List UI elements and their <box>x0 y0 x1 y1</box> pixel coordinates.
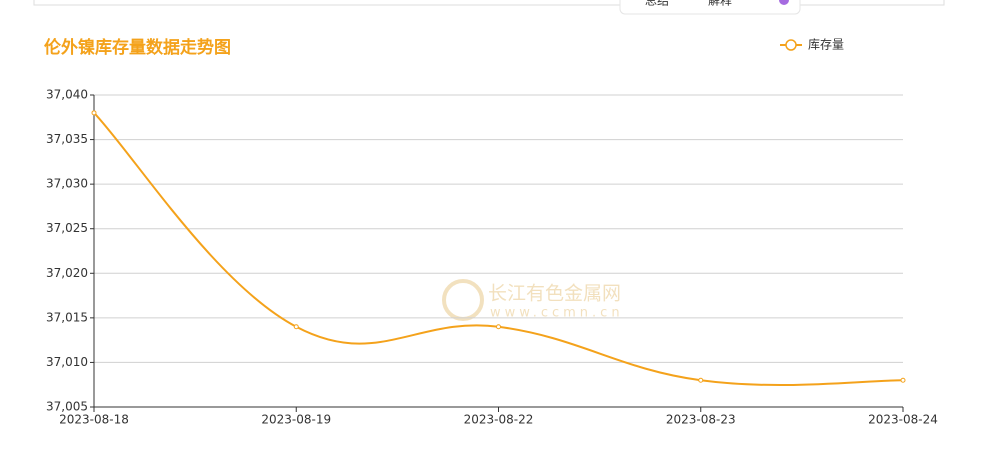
point <box>900 377 906 383</box>
toolbar-item[interactable]: 解释 <box>708 0 732 8</box>
toolbar: 总结 解释 <box>619 0 801 15</box>
x-tick-label: 2023-08-23 <box>666 413 736 427</box>
series-line <box>93 112 904 387</box>
y-tick-label: 37,015 <box>46 310 88 324</box>
toolbar-icon[interactable] <box>779 0 789 5</box>
watermark-logo <box>442 279 484 321</box>
y-tick-label: 37,030 <box>46 177 88 191</box>
y-tick-label: 37,040 <box>46 88 88 102</box>
legend-label: 库存量 <box>808 37 844 52</box>
toolbar-box <box>619 0 801 15</box>
watermark-url: www.ccmn.cn <box>490 306 624 321</box>
point <box>698 377 704 383</box>
point <box>496 324 501 330</box>
watermark: 长江有色金属网 www.ccmn.cn <box>442 279 624 321</box>
legend-marker <box>785 39 797 51</box>
y-tick-label: 37,025 <box>46 221 88 235</box>
x-tick-label: 2023-08-24 <box>868 413 938 427</box>
x-tick-label: 2023-08-18 <box>59 413 129 427</box>
y-tick-label: 37,010 <box>46 355 88 369</box>
watermark-name: 长江有色金属网 <box>488 283 621 305</box>
x-tick-label: 2023-08-19 <box>261 413 331 427</box>
frame <box>33 0 945 6</box>
toolbar-item[interactable]: 总结 <box>645 0 669 8</box>
point <box>293 324 299 330</box>
point <box>91 110 97 116</box>
x-tick-label: 2023-08-22 <box>464 413 534 427</box>
y-tick-label: 37,035 <box>46 132 88 146</box>
y-tick-label: 37,020 <box>46 266 88 280</box>
chart-title: 伦外镍库存量数据走势图 <box>44 37 231 58</box>
y-tick-label: 37,005 <box>46 400 88 414</box>
